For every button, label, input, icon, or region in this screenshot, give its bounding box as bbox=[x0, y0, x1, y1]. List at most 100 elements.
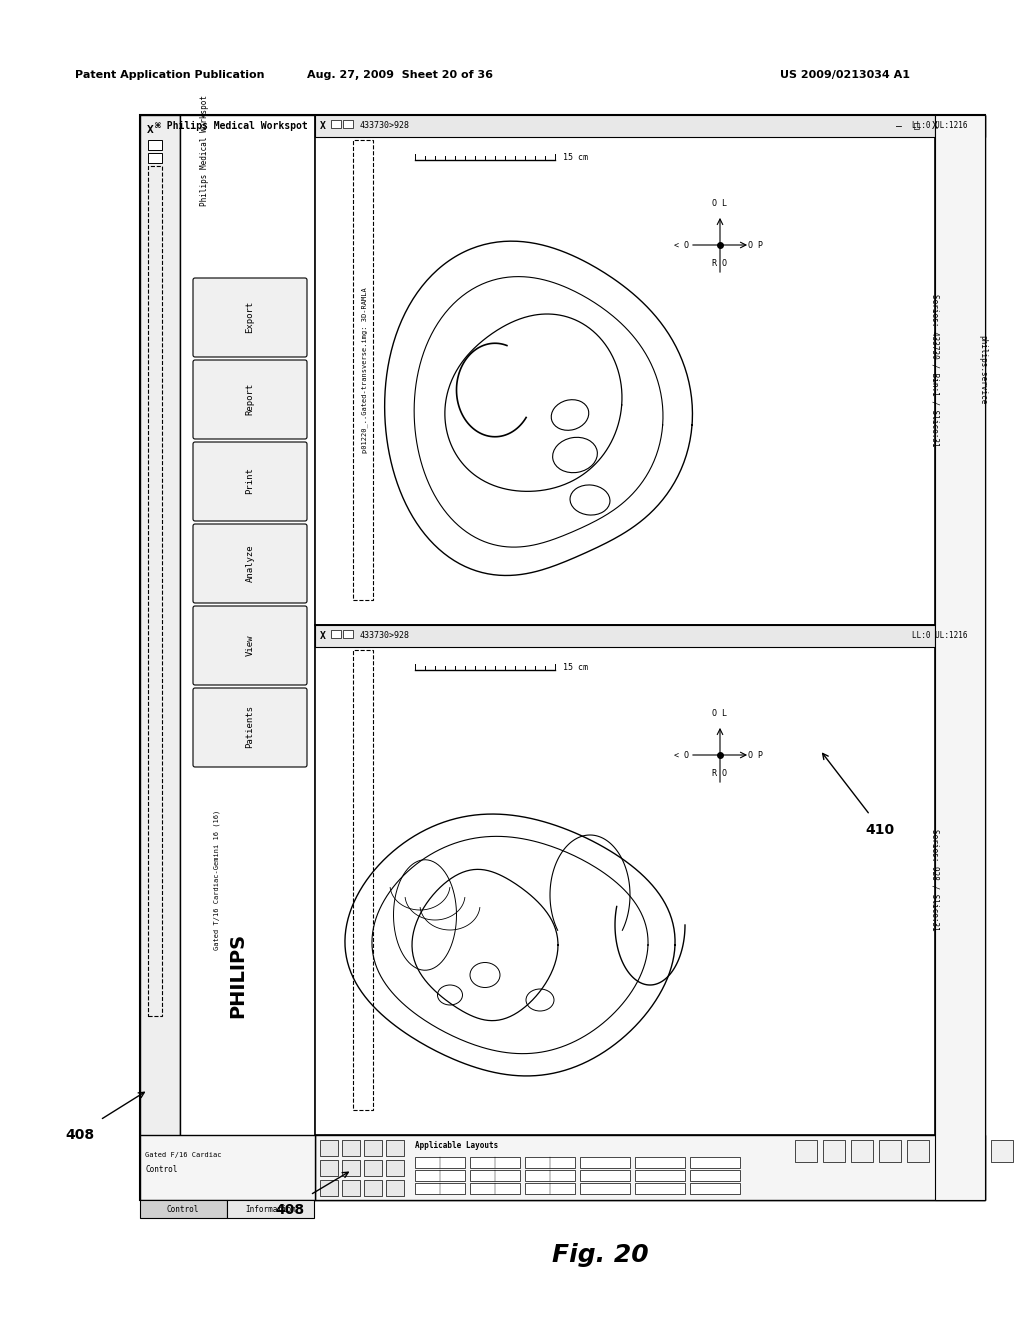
Text: Series: 433730 / Bin:1 / Slice:31: Series: 433730 / Bin:1 / Slice:31 bbox=[931, 293, 939, 446]
Text: Gated T/16 Cardiac-Gemini 16 (16): Gated T/16 Cardiac-Gemini 16 (16) bbox=[214, 810, 220, 950]
Text: X: X bbox=[146, 125, 154, 135]
Text: < O: < O bbox=[675, 240, 689, 249]
Text: Analyze: Analyze bbox=[246, 544, 255, 582]
Text: 408: 408 bbox=[275, 1203, 304, 1217]
Bar bbox=[148, 153, 162, 162]
FancyBboxPatch shape bbox=[193, 360, 307, 440]
Text: O P: O P bbox=[748, 240, 763, 249]
Text: Export: Export bbox=[246, 301, 255, 333]
Bar bbox=[180, 115, 315, 1200]
Bar bbox=[140, 115, 985, 137]
Bar bbox=[364, 1160, 382, 1176]
Text: < O: < O bbox=[675, 751, 689, 759]
Bar bbox=[415, 1158, 465, 1168]
Bar bbox=[140, 1135, 315, 1200]
Text: Report: Report bbox=[246, 383, 255, 414]
Bar bbox=[386, 1160, 404, 1176]
Bar bbox=[331, 630, 341, 638]
Bar bbox=[879, 1140, 901, 1162]
Bar bbox=[364, 1140, 382, 1156]
Text: X: X bbox=[932, 121, 938, 131]
Text: –: – bbox=[896, 121, 902, 131]
Bar bbox=[690, 1170, 740, 1181]
Text: 433730>928: 433730>928 bbox=[360, 631, 410, 640]
Bar bbox=[343, 630, 353, 638]
Bar bbox=[353, 140, 373, 601]
Bar bbox=[470, 1170, 520, 1181]
Text: 15 cm: 15 cm bbox=[563, 663, 588, 672]
Bar bbox=[342, 1160, 360, 1176]
Text: Control: Control bbox=[167, 1204, 200, 1213]
Bar bbox=[315, 115, 935, 624]
Bar bbox=[580, 1158, 630, 1168]
Bar bbox=[364, 1180, 382, 1196]
FancyBboxPatch shape bbox=[193, 524, 307, 603]
Bar bbox=[140, 1200, 227, 1218]
Text: O L: O L bbox=[713, 709, 727, 718]
Text: R O: R O bbox=[713, 768, 727, 777]
Bar bbox=[386, 1140, 404, 1156]
Text: Philips Medical Workspot: Philips Medical Workspot bbox=[200, 95, 209, 206]
Bar bbox=[580, 1183, 630, 1195]
FancyBboxPatch shape bbox=[193, 606, 307, 685]
Text: LL:0 UL:1216: LL:0 UL:1216 bbox=[912, 121, 968, 131]
Text: LL:0 UL:1216: LL:0 UL:1216 bbox=[912, 631, 968, 640]
Text: 410: 410 bbox=[865, 822, 895, 837]
Text: O L: O L bbox=[713, 198, 727, 207]
Bar bbox=[319, 1180, 338, 1196]
Text: X: X bbox=[321, 631, 326, 642]
Bar bbox=[227, 1200, 314, 1218]
Text: Patients: Patients bbox=[246, 705, 255, 748]
Text: 433730>928: 433730>928 bbox=[360, 121, 410, 131]
Bar bbox=[635, 1158, 685, 1168]
Bar bbox=[319, 1160, 338, 1176]
Text: Applicable Layouts: Applicable Layouts bbox=[415, 1140, 499, 1150]
Bar bbox=[470, 1158, 520, 1168]
Bar bbox=[342, 1140, 360, 1156]
Bar bbox=[343, 120, 353, 128]
FancyBboxPatch shape bbox=[193, 279, 307, 356]
Bar bbox=[991, 1140, 1013, 1162]
Bar bbox=[342, 1180, 360, 1196]
Bar bbox=[963, 1140, 985, 1162]
Bar bbox=[140, 115, 985, 1200]
Bar bbox=[315, 115, 985, 1200]
Bar bbox=[690, 1158, 740, 1168]
Bar bbox=[470, 1183, 520, 1195]
Text: □: □ bbox=[914, 121, 920, 131]
Bar bbox=[935, 1140, 957, 1162]
Text: philips.service: philips.service bbox=[979, 335, 987, 405]
Text: X: X bbox=[321, 121, 326, 131]
Bar bbox=[795, 1140, 817, 1162]
FancyBboxPatch shape bbox=[193, 688, 307, 767]
Bar bbox=[315, 115, 935, 137]
Bar bbox=[315, 624, 935, 647]
Text: Series: 928 / Slice:31: Series: 928 / Slice:31 bbox=[931, 829, 939, 931]
Bar bbox=[415, 1170, 465, 1181]
Text: O P: O P bbox=[748, 751, 763, 759]
Bar bbox=[315, 1135, 985, 1200]
Bar bbox=[851, 1140, 873, 1162]
Bar bbox=[935, 115, 985, 1200]
Bar bbox=[525, 1183, 575, 1195]
Text: Print: Print bbox=[246, 467, 255, 495]
Bar bbox=[525, 1158, 575, 1168]
Bar bbox=[319, 1140, 338, 1156]
Text: p01220_..Gated-transverse.img: 3D-RAMLA: p01220_..Gated-transverse.img: 3D-RAMLA bbox=[361, 288, 369, 453]
Bar bbox=[315, 624, 935, 1135]
FancyBboxPatch shape bbox=[193, 442, 307, 521]
Bar bbox=[907, 1140, 929, 1162]
Text: 15 cm: 15 cm bbox=[563, 153, 588, 161]
Text: Information: Information bbox=[246, 1204, 296, 1213]
Bar bbox=[148, 140, 162, 150]
Text: Aug. 27, 2009  Sheet 20 of 36: Aug. 27, 2009 Sheet 20 of 36 bbox=[307, 70, 493, 81]
Text: ⌘ Philips Medical Workspot: ⌘ Philips Medical Workspot bbox=[155, 121, 308, 131]
Text: R O: R O bbox=[713, 259, 727, 268]
Bar bbox=[353, 649, 373, 1110]
Bar bbox=[635, 1170, 685, 1181]
Bar bbox=[386, 1180, 404, 1196]
Text: Gated F/16 Cardiac: Gated F/16 Cardiac bbox=[145, 1152, 221, 1158]
Text: Control: Control bbox=[145, 1166, 177, 1175]
Bar bbox=[525, 1170, 575, 1181]
Bar bbox=[140, 115, 180, 1200]
